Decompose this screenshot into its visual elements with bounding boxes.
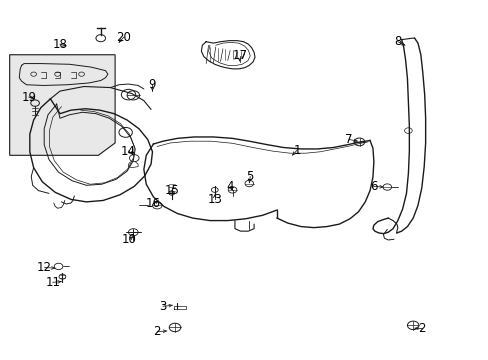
Text: 9: 9 xyxy=(148,77,156,90)
Text: 1: 1 xyxy=(293,144,300,157)
Text: 11: 11 xyxy=(45,276,60,289)
Text: 19: 19 xyxy=(21,91,36,104)
Text: 6: 6 xyxy=(369,180,377,193)
Text: 13: 13 xyxy=(207,193,222,206)
Text: 2: 2 xyxy=(417,322,425,335)
Text: 4: 4 xyxy=(226,180,233,193)
Text: 15: 15 xyxy=(164,184,179,197)
Text: 10: 10 xyxy=(122,233,137,246)
Text: 3: 3 xyxy=(159,300,166,313)
Text: 17: 17 xyxy=(232,49,247,62)
Text: 14: 14 xyxy=(121,145,136,158)
Text: 7: 7 xyxy=(345,133,352,146)
Text: 20: 20 xyxy=(116,31,131,44)
Text: 2: 2 xyxy=(153,325,161,338)
Text: 8: 8 xyxy=(393,35,401,48)
Text: 18: 18 xyxy=(52,38,67,51)
Text: 5: 5 xyxy=(246,170,253,183)
Text: 12: 12 xyxy=(37,261,52,274)
Polygon shape xyxy=(10,55,115,155)
Text: 16: 16 xyxy=(145,198,161,211)
